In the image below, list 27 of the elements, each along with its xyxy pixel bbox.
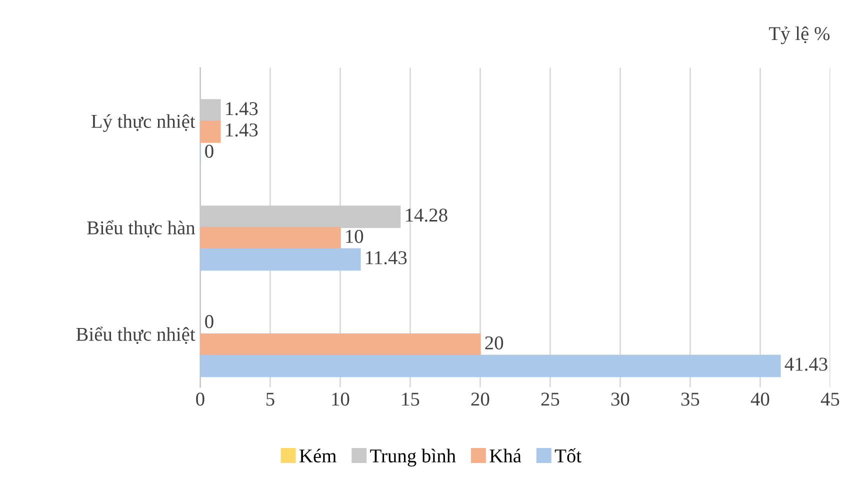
x-tick-label: 35 (681, 392, 700, 406)
x-tick-label: 20 (471, 392, 490, 406)
legend-label: Trung bình (370, 448, 456, 466)
x-tick-label: 45 (820, 392, 840, 406)
data-label: 0 (205, 144, 214, 158)
legend-label: Khá (490, 448, 522, 462)
data-label: 20 (485, 336, 504, 350)
data-label: 10 (346, 230, 364, 243)
data-label: 1.43 (226, 102, 258, 116)
x-tick-label: 30 (611, 392, 630, 406)
x-tick-label: 25 (541, 392, 560, 406)
x-tick-label: 0 (196, 392, 204, 406)
y-tick-label: Biểu thực hàn (87, 220, 196, 238)
legend-label: Tốt (554, 448, 582, 462)
data-label: 0 (205, 315, 214, 328)
x-tick-label: 5 (266, 392, 274, 406)
data-label: 41.43 (784, 358, 828, 371)
data-label: 11.43 (366, 251, 407, 264)
data-label: 1.43 (226, 123, 258, 137)
x-tick-label: 40 (750, 392, 770, 406)
x-axis-title: Tỷ lệ % (769, 26, 830, 44)
x-tick-label: 15 (402, 392, 420, 406)
data-label: 14.28 (406, 208, 448, 222)
y-tick-label: Biểu thực nhiệt (76, 326, 196, 344)
y-tick-label: Lý thực nhiệt (91, 114, 196, 132)
legend-label: Kém (299, 448, 336, 462)
x-tick-label: 10 (332, 392, 350, 406)
